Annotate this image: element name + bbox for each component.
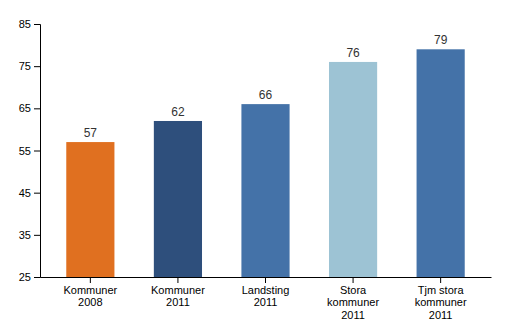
tick-label-line: 2011 — [429, 309, 453, 321]
x-axis: Kommuner2008Kommuner2011Landsting2011Sto… — [41, 277, 492, 321]
tick-label-line: Kommuner — [151, 284, 205, 296]
tick: Tjm storakommuner2011 — [415, 277, 467, 321]
tick-mark — [34, 108, 40, 109]
tick: 35 — [19, 229, 40, 241]
tick: 55 — [19, 145, 40, 157]
tick: 45 — [19, 187, 40, 199]
tick-mark — [353, 277, 354, 283]
data-label: 79 — [434, 33, 448, 47]
tick: Storakommuner2011 — [327, 277, 379, 321]
tick-label: Storakommuner2011 — [327, 284, 379, 321]
data-label: 66 — [259, 88, 273, 102]
tick-label-line: 2008 — [78, 296, 102, 308]
tick-label: 35 — [19, 229, 31, 241]
tick-label: 55 — [19, 145, 31, 157]
tick-mark — [34, 24, 40, 25]
tick-label-line: 2011 — [254, 296, 278, 308]
tick-label: 85 — [19, 18, 31, 30]
bar — [154, 121, 202, 277]
tick-mark — [440, 277, 441, 283]
bars — [66, 49, 464, 277]
tick: Kommuner2011 — [151, 277, 205, 308]
tick-label-line: Stora — [340, 284, 367, 296]
tick-label: Kommuner2011 — [151, 284, 205, 309]
tick: Landsting2011 — [242, 277, 290, 308]
tick-mark — [34, 151, 40, 152]
bar — [66, 142, 114, 277]
tick-mark — [90, 277, 91, 283]
bar — [329, 62, 377, 277]
data-label: 57 — [84, 126, 98, 140]
bar — [241, 104, 289, 277]
chart: 25354555657585Kommuner2008Kommuner2011La… — [0, 0, 505, 333]
tick-label-line: 2011 — [166, 296, 190, 308]
tick-label: 25 — [19, 271, 31, 283]
tick-label-line: kommuner — [415, 296, 467, 308]
tick-label: Tjm storakommuner2011 — [415, 284, 467, 321]
tick: 65 — [19, 102, 40, 114]
tick-label: Kommuner2008 — [63, 284, 117, 309]
tick-label-line: kommuner — [327, 296, 379, 308]
data-labels: 57 62 66 76 79 — [84, 33, 448, 140]
tick-label: 75 — [19, 60, 31, 72]
tick: 25 — [19, 271, 40, 283]
tick: Kommuner2008 — [63, 277, 117, 308]
tick-label-line: Kommuner — [63, 284, 117, 296]
plot: 25354555657585Kommuner2008Kommuner2011La… — [19, 18, 492, 321]
tick-label-line: Tjm stora — [418, 284, 465, 296]
tick: 85 — [19, 18, 40, 30]
tick-mark — [177, 277, 178, 283]
tick-mark — [34, 193, 40, 194]
tick-mark — [34, 66, 40, 67]
tick-mark — [34, 277, 40, 278]
tick: 75 — [19, 60, 40, 72]
tick-label: Landsting2011 — [242, 284, 290, 309]
axis-line — [34, 25, 41, 278]
tick-label: 45 — [19, 187, 31, 199]
y-axis: 25 35 45 55 65 75 85 — [19, 18, 41, 283]
tick-label-line: Landsting — [242, 284, 290, 296]
data-label: 62 — [171, 105, 185, 119]
bar — [417, 49, 465, 277]
tick-label: 65 — [19, 102, 31, 114]
tick-mark — [34, 235, 40, 236]
data-label: 76 — [346, 46, 360, 60]
tick-mark — [265, 277, 266, 283]
tick-label-line: 2011 — [341, 309, 365, 321]
